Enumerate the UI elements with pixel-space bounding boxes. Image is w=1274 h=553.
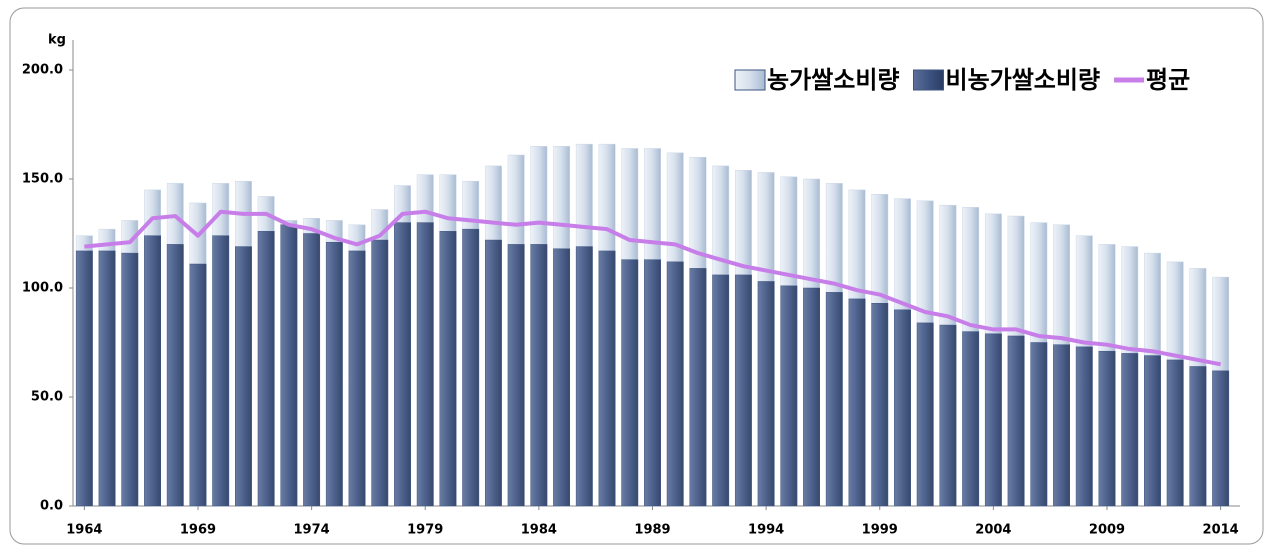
x-tick-label: 2009 <box>1089 523 1125 538</box>
bar <box>235 246 252 507</box>
bar <box>575 246 593 507</box>
x-tick-label: 1974 <box>294 523 330 538</box>
x-tick-label: 2004 <box>975 523 1011 538</box>
bar <box>75 250 93 507</box>
bar <box>98 250 116 507</box>
y-unit: kg <box>48 33 66 48</box>
x-tick-label: 1984 <box>521 523 557 538</box>
y-tick-label: 50.0 <box>31 390 63 405</box>
bar <box>712 274 730 507</box>
bar <box>553 248 571 507</box>
legend-label: 농가쌀소비량 <box>767 66 899 94</box>
bar <box>280 224 298 507</box>
y-tick-label: 150.0 <box>22 172 63 187</box>
bar <box>348 250 366 507</box>
bar <box>325 241 343 507</box>
bar <box>894 309 911 507</box>
bar <box>1212 370 1230 507</box>
bar <box>144 235 161 507</box>
legend-label: 평균 <box>1146 66 1190 94</box>
bar <box>1053 344 1070 507</box>
bar <box>166 244 184 507</box>
bar <box>780 285 798 507</box>
bar <box>666 261 684 507</box>
bar <box>212 235 230 507</box>
bar <box>621 259 639 507</box>
bar <box>439 231 457 507</box>
bar <box>1007 335 1025 507</box>
bar <box>507 244 525 507</box>
x-tick-label: 1969 <box>180 523 216 538</box>
bar <box>689 268 707 507</box>
x-tick-label: 2014 <box>1203 523 1239 538</box>
y-tick-label: 200.0 <box>22 63 63 78</box>
bar <box>644 259 661 507</box>
bar <box>916 322 934 507</box>
y-tick-label: 0.0 <box>40 499 63 514</box>
bar <box>121 252 139 507</box>
x-tick-label: 1964 <box>66 523 102 538</box>
bar <box>962 331 980 507</box>
bar <box>848 298 866 507</box>
y-tick-label: 100.0 <box>22 281 63 296</box>
bar <box>303 233 321 507</box>
bar <box>803 287 821 507</box>
bar <box>825 292 843 507</box>
bar <box>1189 366 1207 507</box>
bar <box>598 250 616 507</box>
bar <box>462 228 480 507</box>
bar <box>189 263 207 507</box>
bar <box>1098 350 1116 507</box>
bar <box>871 303 889 507</box>
bar <box>984 333 1002 507</box>
bar <box>530 244 548 507</box>
bar <box>394 222 411 507</box>
line <box>84 209 1222 367</box>
bar <box>416 222 434 507</box>
legend-swatch <box>912 69 944 91</box>
legend-swatch <box>734 69 766 91</box>
bar <box>734 274 752 507</box>
bar <box>1166 359 1184 507</box>
x-tick-label: 1999 <box>862 523 898 538</box>
bar <box>257 231 275 507</box>
legend-label: 비농가쌀소비량 <box>945 66 1100 94</box>
x-tick-label: 1979 <box>407 523 443 538</box>
bar <box>1030 342 1048 507</box>
bar <box>939 324 957 507</box>
bar <box>1144 355 1161 507</box>
x-tick-label: 1989 <box>634 523 670 538</box>
bar <box>1075 346 1093 507</box>
bar <box>484 239 502 507</box>
x-tick-label: 1994 <box>748 523 784 538</box>
bar <box>371 239 389 507</box>
bar <box>757 281 775 507</box>
bar <box>1121 353 1139 507</box>
